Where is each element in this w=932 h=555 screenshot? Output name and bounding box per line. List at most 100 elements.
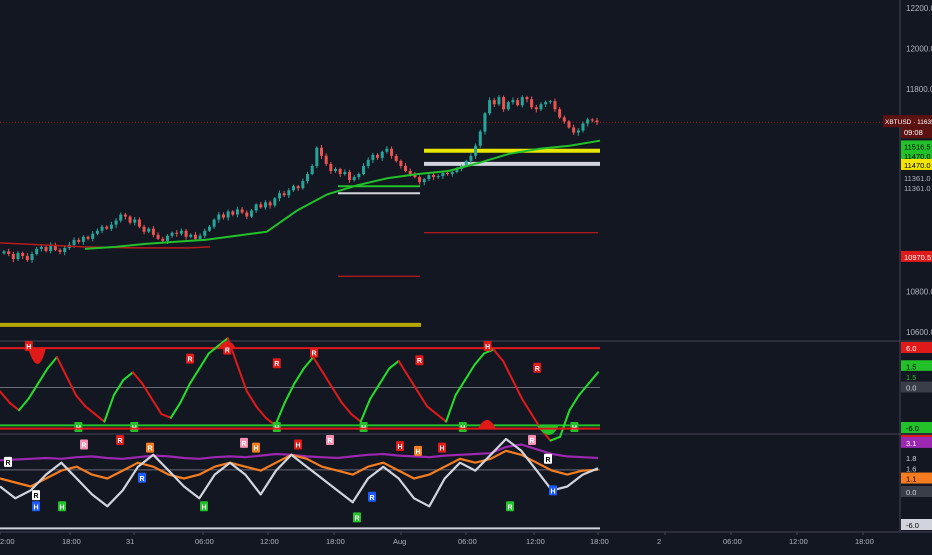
oscillator-segment [46,356,58,370]
signal-marker-label: H [485,344,490,351]
candle-up [334,168,338,172]
price-tag [901,140,932,152]
signal-marker [252,442,260,453]
candle-down [259,204,263,208]
candle-down [502,97,506,110]
candle-up [49,244,53,251]
candle-down [562,117,566,122]
candle-up [133,219,137,223]
candle-up [189,234,193,237]
signal-marker [200,501,208,512]
candle-down [221,214,225,218]
candle-up [16,252,20,260]
indicator-tag-label: 0.0 [906,488,916,497]
candle-up [357,174,361,178]
oscillator-segment [445,394,457,423]
candle-up [576,130,580,133]
signal-marker-label: R [535,366,540,373]
candle-up [165,235,169,241]
candle-up [170,232,174,236]
candle-down [558,109,562,118]
candle-down [151,228,155,235]
time-axis-label: 06:00 [458,537,477,546]
candle-down [245,212,249,217]
oscillator-segment [359,397,372,423]
signal-marker [353,512,361,523]
oscillator-segment [150,397,163,416]
oscillator-segment [169,401,182,419]
oscillator-segment [217,337,229,347]
candle-up [291,186,295,191]
candle-down [184,230,188,237]
signal-marker-label: R [508,504,513,511]
oscillator-segment [112,378,125,397]
symbol-price-tag[interactable] [883,115,932,128]
signal-marker [32,490,40,501]
signal-marker [24,341,33,351]
candle-up [254,204,258,211]
signal-marker [506,501,514,512]
signal-marker [415,355,424,366]
signal-marker-label: H [60,504,65,511]
candle-up [548,101,552,103]
candle-down [25,256,29,261]
candle-down [553,101,557,110]
time-axis-label: 2 [657,537,661,546]
signal-marker [240,437,248,448]
signal-marker-label: R [530,438,535,445]
candle-up [35,248,39,254]
oscillator-segment [369,382,381,400]
candle-down [324,155,328,164]
oscillator-segment [179,382,191,404]
signal-marker [368,491,376,502]
candle-up [352,177,356,181]
indicator-tag [901,436,932,448]
oscillator-segment [207,344,220,355]
price-tag [901,158,932,170]
candle-down [161,238,165,241]
oscillator-segment [331,386,343,404]
signal-marker-label: R [328,438,333,445]
oscillator-segment [483,348,495,355]
signal-marker-label: H [416,449,421,456]
candle-up [81,236,85,242]
candle-up [315,147,319,166]
candle-down [446,173,450,175]
price-tag-label: 11470.0 [904,152,931,161]
candle-down [53,244,57,250]
orange-series-line [0,449,599,488]
oscillator-segment [397,359,410,378]
oscillator-segment [302,356,315,370]
signal-marker [396,441,404,452]
oscillator-segment [340,401,353,416]
candle-down [11,253,15,260]
signal-marker-label: R [355,515,360,522]
candle-down [432,175,436,178]
oscillator-segment [407,375,419,393]
signal-marker-label: H [551,488,556,495]
oscillator-segment [473,352,486,366]
oscillator-segment [388,359,400,370]
candle-down [231,211,235,215]
white-series-line [0,437,599,508]
indicator-tag [901,519,932,530]
price-tag-label: 11470.0 [904,161,931,170]
candle-up [277,193,281,199]
candle-up [539,104,543,110]
candle-down [595,120,599,123]
candle-up [72,239,76,245]
trend-line-green [84,139,601,250]
candle-up [249,210,253,217]
overbought-fill [478,419,496,429]
candle-up [2,251,6,254]
time-axis-label: 06:00 [723,537,742,546]
signal-marker-label: R [417,358,422,365]
candle-down [156,234,160,239]
candle-down [268,202,272,206]
time-axis-label: 2:00 [0,537,15,546]
signal-marker [58,501,66,512]
signal-marker [414,445,422,456]
candle-up [586,119,590,124]
